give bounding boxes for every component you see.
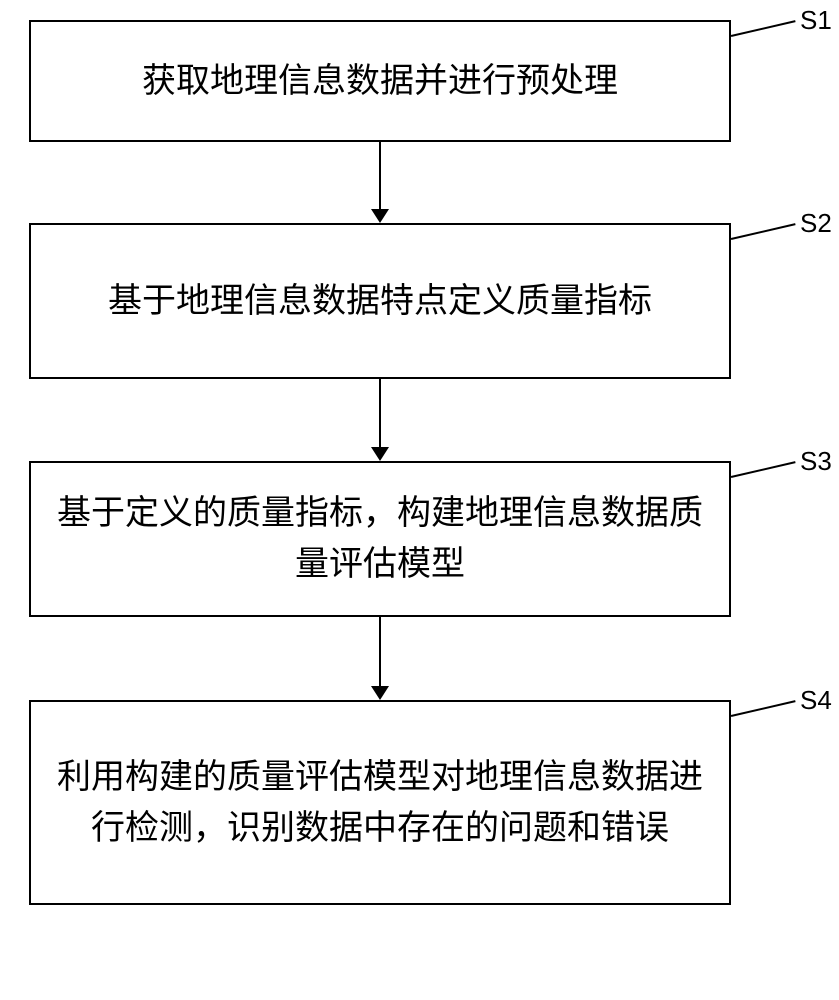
label-connector [731, 700, 796, 716]
step-label-s1: S1 [800, 5, 832, 36]
step-label-s2: S2 [800, 208, 832, 239]
step-text: 获取地理信息数据并进行预处理 [142, 56, 618, 107]
step-text: 基于地理信息数据特点定义质量指标 [108, 276, 652, 327]
arrow-head-icon [371, 209, 389, 223]
arrow-s2-s3 [379, 379, 381, 447]
arrow-head-icon [371, 447, 389, 461]
arrow-s3-s4 [379, 617, 381, 686]
arrow-head-icon [371, 686, 389, 700]
label-connector [731, 223, 796, 239]
label-connector [731, 461, 796, 477]
flowchart-container: 获取地理信息数据并进行预处理 S1 基于地理信息数据特点定义质量指标 S2 基于… [0, 0, 839, 1000]
step-label-s4: S4 [800, 685, 832, 716]
step-label-s3: S3 [800, 446, 832, 477]
flow-step-s2: 基于地理信息数据特点定义质量指标 [29, 223, 731, 379]
step-text: 基于定义的质量指标，构建地理信息数据质量评估模型 [51, 488, 709, 590]
flow-step-s4: 利用构建的质量评估模型对地理信息数据进行检测，识别数据中存在的问题和错误 [29, 700, 731, 905]
arrow-s1-s2 [379, 142, 381, 209]
flow-step-s3: 基于定义的质量指标，构建地理信息数据质量评估模型 [29, 461, 731, 617]
step-text: 利用构建的质量评估模型对地理信息数据进行检测，识别数据中存在的问题和错误 [51, 752, 709, 854]
label-connector [731, 20, 796, 36]
flow-step-s1: 获取地理信息数据并进行预处理 [29, 20, 731, 142]
